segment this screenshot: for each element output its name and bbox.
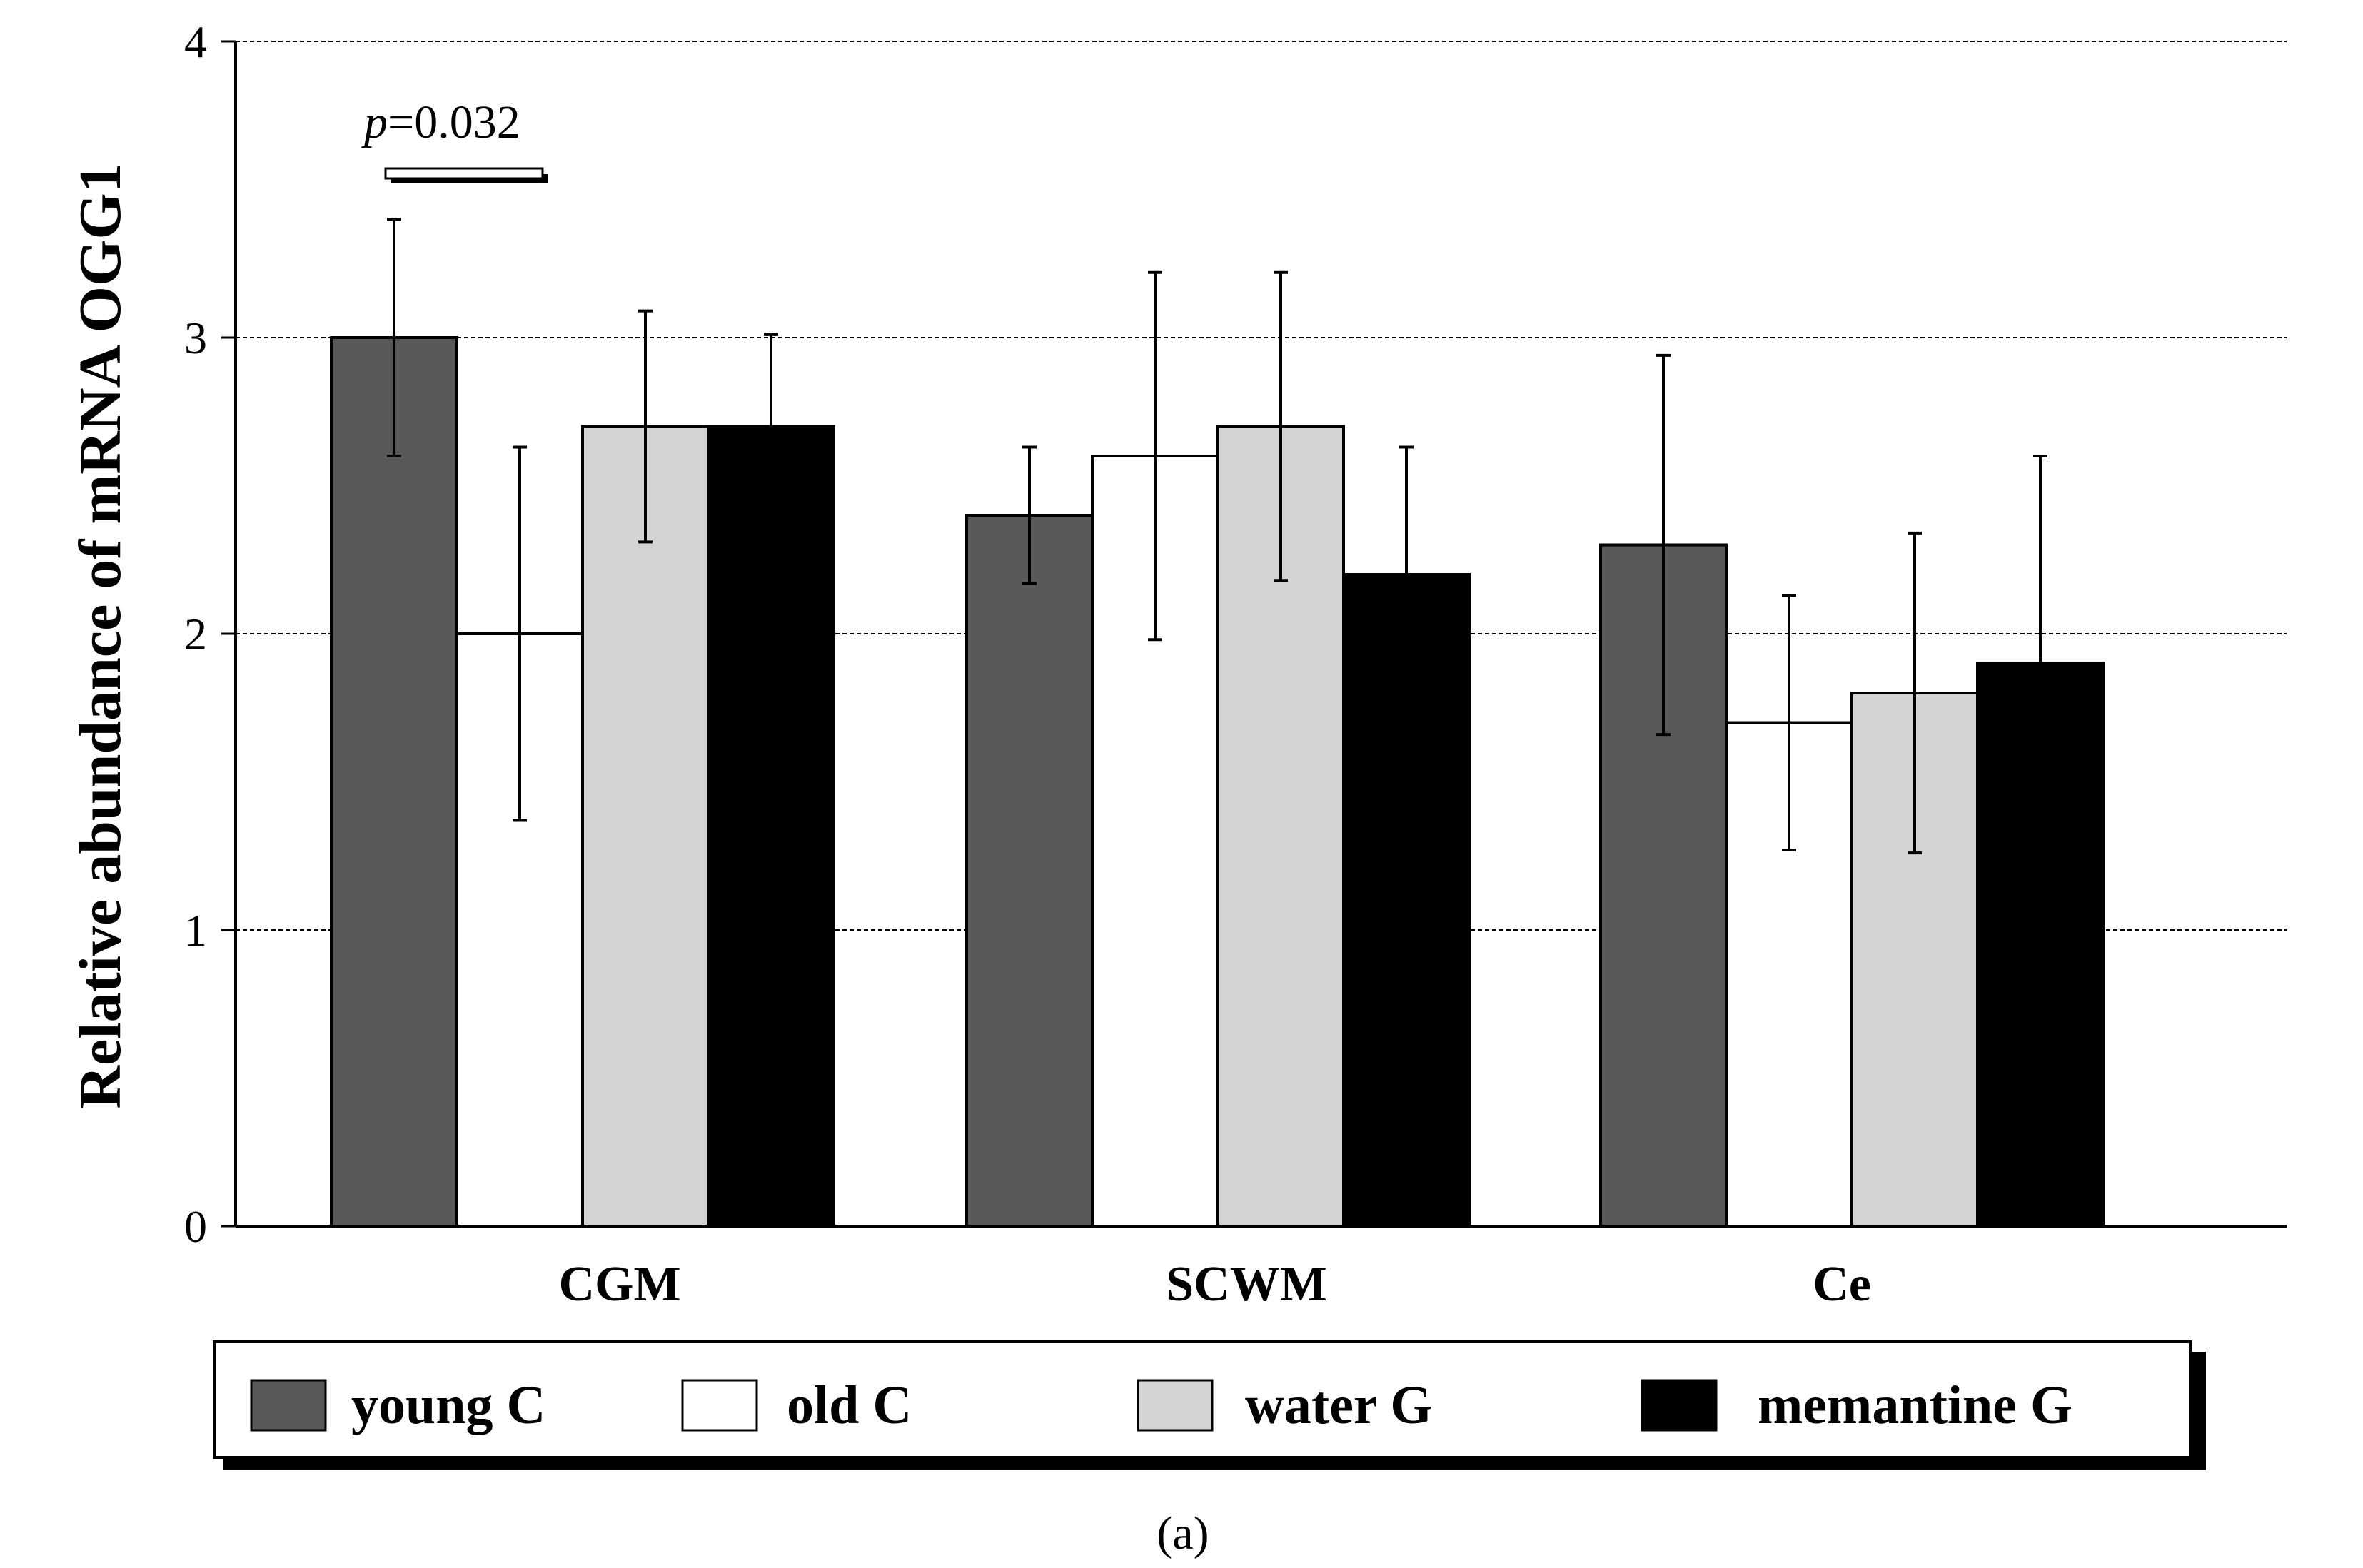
legend-swatch xyxy=(681,1379,758,1432)
bar xyxy=(581,425,710,1228)
error-bars xyxy=(387,218,2047,872)
legend-items: young C old C water G memantine G xyxy=(250,1375,2072,1435)
legend-swatch xyxy=(1137,1379,1214,1432)
y-tick-label: 4 xyxy=(184,16,207,67)
y-tick-label: 3 xyxy=(184,313,207,363)
significance-bracket xyxy=(384,167,544,180)
category-label: CGM xyxy=(558,1257,680,1312)
p-symbol: p xyxy=(361,96,388,148)
legend-label: memantine G xyxy=(1758,1375,2072,1435)
p-value-label: p=0.032 xyxy=(361,96,520,148)
legend: young C old C water G memantine G xyxy=(213,1340,2206,1470)
category-label: Ce xyxy=(1813,1257,1871,1312)
y-tick-label: 2 xyxy=(184,609,207,659)
bars xyxy=(330,336,2105,1228)
legend-swatch xyxy=(1641,1379,1718,1432)
y-tick-label: 0 xyxy=(184,1201,207,1252)
legend-label: old C xyxy=(787,1375,912,1435)
legend-swatch xyxy=(250,1379,327,1432)
bar xyxy=(707,425,835,1228)
category-labels: CGM SCWM Ce xyxy=(558,1257,1870,1312)
legend-label: young C xyxy=(351,1375,545,1435)
y-axis-label: Relative abundance of mRNA OGG1 xyxy=(67,163,133,1108)
category-label: SCWM xyxy=(1166,1257,1327,1312)
bar xyxy=(330,336,458,1228)
axes xyxy=(234,41,2287,1228)
legend-label: water G xyxy=(1245,1375,1432,1435)
y-tick-label: 1 xyxy=(184,905,207,956)
bar xyxy=(965,514,1094,1228)
significance-annotation: p=0.032 xyxy=(361,96,548,183)
p-value: =0.032 xyxy=(388,96,520,148)
figure-caption: (a) xyxy=(1157,1507,1209,1559)
y-axis-ticks: 0 1 2 3 4 xyxy=(184,16,236,1252)
